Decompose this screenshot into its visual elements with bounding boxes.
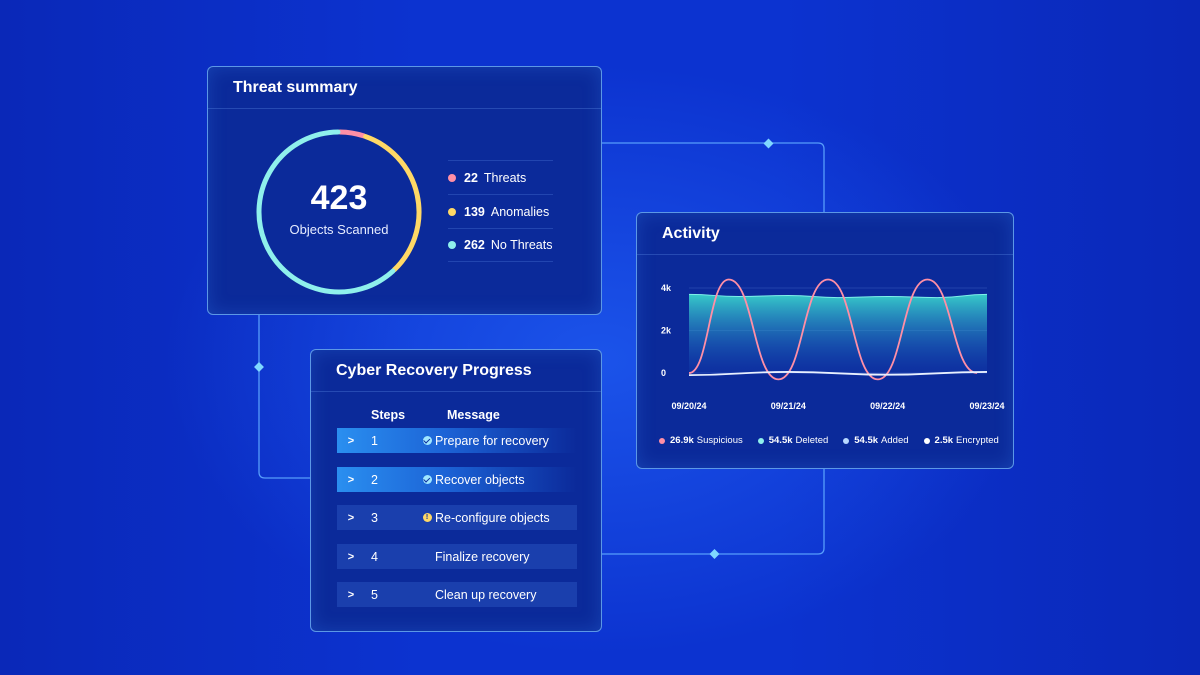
y-tick-label: 2k	[661, 326, 672, 336]
chevron-right-icon[interactable]: >	[347, 550, 355, 563]
legend-item-threats: 22 Threats	[448, 160, 553, 194]
step-status	[419, 436, 435, 445]
legend-item-anomalies: 139 Anomalies	[448, 194, 553, 228]
threat-legend: 22 Threats 139 Anomalies 262 No Threats	[448, 160, 553, 262]
series-edge-deleted	[688, 293, 988, 299]
deleted-value: 54.5k	[768, 435, 793, 446]
donut-segment-anomalies	[363, 134, 422, 273]
series-line-encrypted	[688, 371, 988, 377]
anomalies-label: Anomalies	[490, 204, 550, 219]
chevron-right-icon[interactable]: >	[347, 434, 355, 447]
step-status	[419, 475, 435, 484]
step-number: 1	[371, 433, 378, 448]
threat-summary-panel: Threat summary 423 Objects Scanned 22 Th…	[207, 66, 602, 315]
threats-dot-icon	[448, 173, 456, 182]
objects-scanned-label: Objects Scanned	[289, 222, 389, 237]
suspicious-dot-icon	[659, 437, 665, 444]
step-message: Clean up recovery	[435, 587, 537, 602]
threats-count: 22	[464, 170, 478, 185]
x-tick-label: 09/22/24	[870, 401, 905, 411]
check-circle-icon	[422, 436, 432, 445]
recovery-step-row[interactable]: > 1 Prepare for recovery	[337, 428, 577, 453]
anomalies-dot-icon	[448, 207, 456, 216]
chevron-right-icon[interactable]: >	[347, 588, 355, 601]
threats-label: Threats	[483, 170, 527, 185]
suspicious-value: 26.9k	[670, 435, 694, 446]
series-line-suspicious	[688, 278, 978, 381]
activity-panel: Activity 4k 2k 0 09/20/24 09/21/24 09/22/24 09…	[636, 212, 1014, 469]
no-threats-count: 262	[464, 238, 485, 252]
step-number: 5	[371, 587, 378, 602]
legend-item-suspicious: 26.9k Suspicious	[659, 435, 743, 446]
no-threats-dot-icon	[448, 241, 456, 249]
added-label: Added	[881, 435, 909, 446]
activity-title: Activity	[637, 213, 1013, 255]
no-threats-label: No Threats	[490, 238, 553, 252]
step-message: Finalize recovery	[435, 549, 530, 564]
series-area-deleted	[689, 294, 987, 373]
suspicious-label: Suspicious	[696, 435, 743, 446]
y-tick-label: 4k	[661, 283, 672, 293]
x-tick-label: 09/20/24	[671, 401, 706, 411]
recovery-step-row[interactable]: > 2 Recover objects	[337, 467, 577, 492]
x-tick-label: 09/23/24	[969, 401, 1004, 411]
step-message: Recover objects	[435, 472, 525, 487]
activity-chart: 4k 2k 0 09/20/24 09/21/24 09/22/24 09/23/24	[661, 278, 1005, 411]
legend-item-deleted: 54.5k Deleted	[757, 435, 829, 446]
activity-legend: 26.9k Suspicious 54.5k Deleted 54.5k Add…	[659, 435, 1014, 446]
x-tick-label: 09/21/24	[771, 401, 806, 411]
donut-segment-no-threats	[256, 129, 396, 295]
step-number: 3	[371, 510, 378, 525]
step-message: Prepare for recovery	[435, 433, 549, 448]
added-value: 54.5k	[854, 435, 879, 446]
threat-summary-title: Threat summary	[208, 67, 601, 109]
donut-center: 423 Objects Scanned	[254, 127, 424, 297]
y-tick-label: 0	[661, 368, 666, 378]
chevron-right-icon[interactable]: >	[347, 473, 355, 486]
step-message: Re-configure objects	[435, 510, 550, 525]
encrypted-dot-icon	[923, 437, 930, 444]
legend-item-encrypted: 2.5k Encrypted	[923, 435, 999, 446]
step-number: 2	[371, 472, 378, 487]
recovery-step-row[interactable]: > 5 Clean up recovery	[337, 582, 577, 607]
recovery-step-row[interactable]: > 4 Finalize recovery	[337, 544, 577, 569]
threat-donut-chart	[256, 129, 422, 295]
encrypted-label: Encrypted	[956, 435, 999, 446]
message-column-header: Message	[447, 408, 500, 422]
chevron-right-icon[interactable]: >	[347, 511, 355, 524]
legend-item-added: 54.5k Added	[843, 435, 909, 446]
deleted-label: Deleted	[795, 435, 829, 446]
step-status: !	[419, 513, 435, 522]
recovery-step-row[interactable]: > 3 ! Re-configure objects	[337, 505, 577, 530]
encrypted-value: 2.5k	[934, 435, 954, 446]
added-dot-icon	[843, 437, 850, 444]
check-circle-icon	[422, 475, 432, 484]
steps-column-header: Steps	[371, 408, 406, 422]
cyber-recovery-panel: Cyber Recovery Progress Steps Message > …	[310, 349, 602, 632]
legend-item-no-threats: 262 No Threats	[448, 228, 553, 262]
anomalies-count: 139	[464, 204, 485, 219]
deleted-dot-icon	[757, 437, 764, 444]
step-number: 4	[371, 549, 378, 564]
cyber-recovery-title: Cyber Recovery Progress	[311, 350, 601, 392]
warning-icon: !	[422, 513, 432, 522]
objects-scanned-count: 423	[310, 179, 368, 217]
